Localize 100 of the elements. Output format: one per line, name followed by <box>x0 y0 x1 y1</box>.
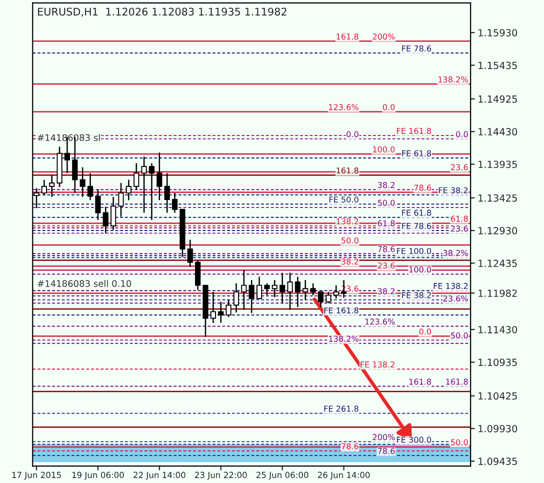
candlestick <box>218 301 224 324</box>
annotation: FE 78.6 <box>402 222 432 229</box>
y-tick-label: 1.10425 <box>478 392 517 400</box>
annotation: FE 161.8 <box>324 307 358 314</box>
annotation: 100.0 <box>409 266 432 273</box>
y-tick-label: 1.14430 <box>478 128 518 136</box>
annotation: #14186083 sl <box>38 134 100 142</box>
candlestick <box>95 189 101 221</box>
candlestick <box>80 166 86 198</box>
y-tick-label: 1.15930 <box>478 29 518 36</box>
candlestick <box>195 260 201 291</box>
x-tick-label: 19 Jun 06:00 <box>72 472 124 480</box>
candlestick <box>272 279 278 298</box>
candlestick <box>49 174 55 198</box>
annotation: 61.8 <box>450 216 468 222</box>
candlestick <box>141 156 147 214</box>
annotation: 38.2 <box>342 258 358 265</box>
candlestick <box>264 282 270 296</box>
y-tick-label: 1.11430 <box>478 326 518 334</box>
annotation: FE 78.6 <box>402 45 432 52</box>
candlestick <box>118 182 124 218</box>
annotation: 38.2% <box>443 250 468 256</box>
y-tick-label: 1.14925 <box>478 95 517 103</box>
candlestick <box>241 270 247 310</box>
y-tick-label: 1.15435 <box>478 62 517 70</box>
annotation: 78.6 <box>414 184 432 191</box>
annotation: #14186083 sell 0.10 <box>38 280 132 287</box>
chart-title: EURUSD,H1 1.12026 1.12083 1.11935 1.11982 <box>38 8 286 17</box>
y-tick-label: 1.10935 <box>478 358 517 366</box>
candlestick <box>233 282 240 313</box>
annotation: 23.6 <box>451 164 468 170</box>
candlestick <box>164 172 170 214</box>
annotation: 78.6 <box>378 246 395 252</box>
candlestick <box>294 276 300 308</box>
candlestick <box>172 192 178 214</box>
y-tick-label: 1.09435 <box>478 458 517 465</box>
y-tick-label: 1.13935 <box>478 160 517 168</box>
y-tick-label: 1.09930 <box>478 424 518 432</box>
candlestick <box>248 279 254 314</box>
annotation: 0.0 <box>419 328 432 335</box>
annotation: 161.8 <box>409 378 432 385</box>
candlestick <box>326 291 332 304</box>
candlestick <box>280 272 286 304</box>
y-tick-label: 1.12435 <box>478 260 517 268</box>
annotation: FE 261.8 <box>324 406 358 412</box>
candlestick <box>287 272 293 310</box>
annotation: FE 38.2 <box>438 187 468 194</box>
annotation: FE 161.8 <box>397 128 432 134</box>
annotation: FE 38.2 <box>402 292 431 298</box>
x-tick-label: 22 Jun 14:00 <box>134 472 186 480</box>
annotation: 100.0 <box>373 146 395 152</box>
candlestick <box>156 152 162 201</box>
x-tick-label: 25 Jun 06:00 <box>256 472 308 480</box>
candlestick <box>310 282 316 296</box>
annotation: 23.6% <box>443 295 468 302</box>
annotation: 78.6 <box>342 443 358 450</box>
y-tick-label: 1.13425 <box>478 194 517 202</box>
annotation: 138.2% <box>329 336 358 342</box>
annotation: FE 100.0 <box>397 248 432 254</box>
y-tick-label: 1.12930 <box>478 227 518 234</box>
annotation: 50.0 <box>451 332 468 339</box>
annotation: 0.0 <box>382 104 395 110</box>
annotation: FE 300.0 <box>397 436 432 443</box>
candlestick <box>256 276 262 300</box>
annotation: 50.0 <box>451 439 468 446</box>
annotation: 123.6% <box>329 104 358 110</box>
annotation: 23.6 <box>451 226 468 232</box>
candlestick <box>41 179 47 196</box>
annotation: FE 138.2 <box>434 282 468 290</box>
annotation: 50.0 <box>378 200 395 206</box>
annotation: 161.8 <box>336 167 358 174</box>
candlestick <box>302 279 308 300</box>
annotation: 38.2 <box>378 288 394 294</box>
annotation: 200% <box>372 434 395 440</box>
candlestick <box>210 291 216 324</box>
x-tick-label: 26 Jun 14:00 <box>318 472 370 480</box>
candlestick <box>134 162 140 190</box>
candlestick <box>87 172 94 201</box>
annotation: 61.8 <box>378 220 395 226</box>
annotation: 0.0 <box>346 131 358 138</box>
annotation: 200% <box>372 34 395 40</box>
candlestick <box>318 291 324 308</box>
annotation: FE 138.2 <box>360 361 394 368</box>
annotation: FE 61.8 <box>402 210 432 216</box>
candlestick <box>226 299 232 318</box>
annotation: 123.6% <box>365 318 395 325</box>
annotation: 78.6 <box>378 448 395 454</box>
annotation: 138.2% <box>438 76 468 82</box>
annotation: 50.0 <box>342 237 358 244</box>
annotation: FE 61.8 <box>402 150 432 156</box>
x-tick-label: 23 Jun 22:00 <box>195 472 247 480</box>
y-tick-label: 1.11982 <box>478 290 517 297</box>
annotation: 23.6 <box>378 262 395 269</box>
annotation: FE 50.0 <box>329 196 358 203</box>
candlestick <box>187 239 193 268</box>
annotation: 0.0 <box>456 131 468 138</box>
candlestick <box>102 206 108 234</box>
annotation: 138.2 <box>336 218 358 224</box>
x-tick-label: 17 Jun 2015 <box>12 472 61 480</box>
candlestick <box>148 162 155 221</box>
